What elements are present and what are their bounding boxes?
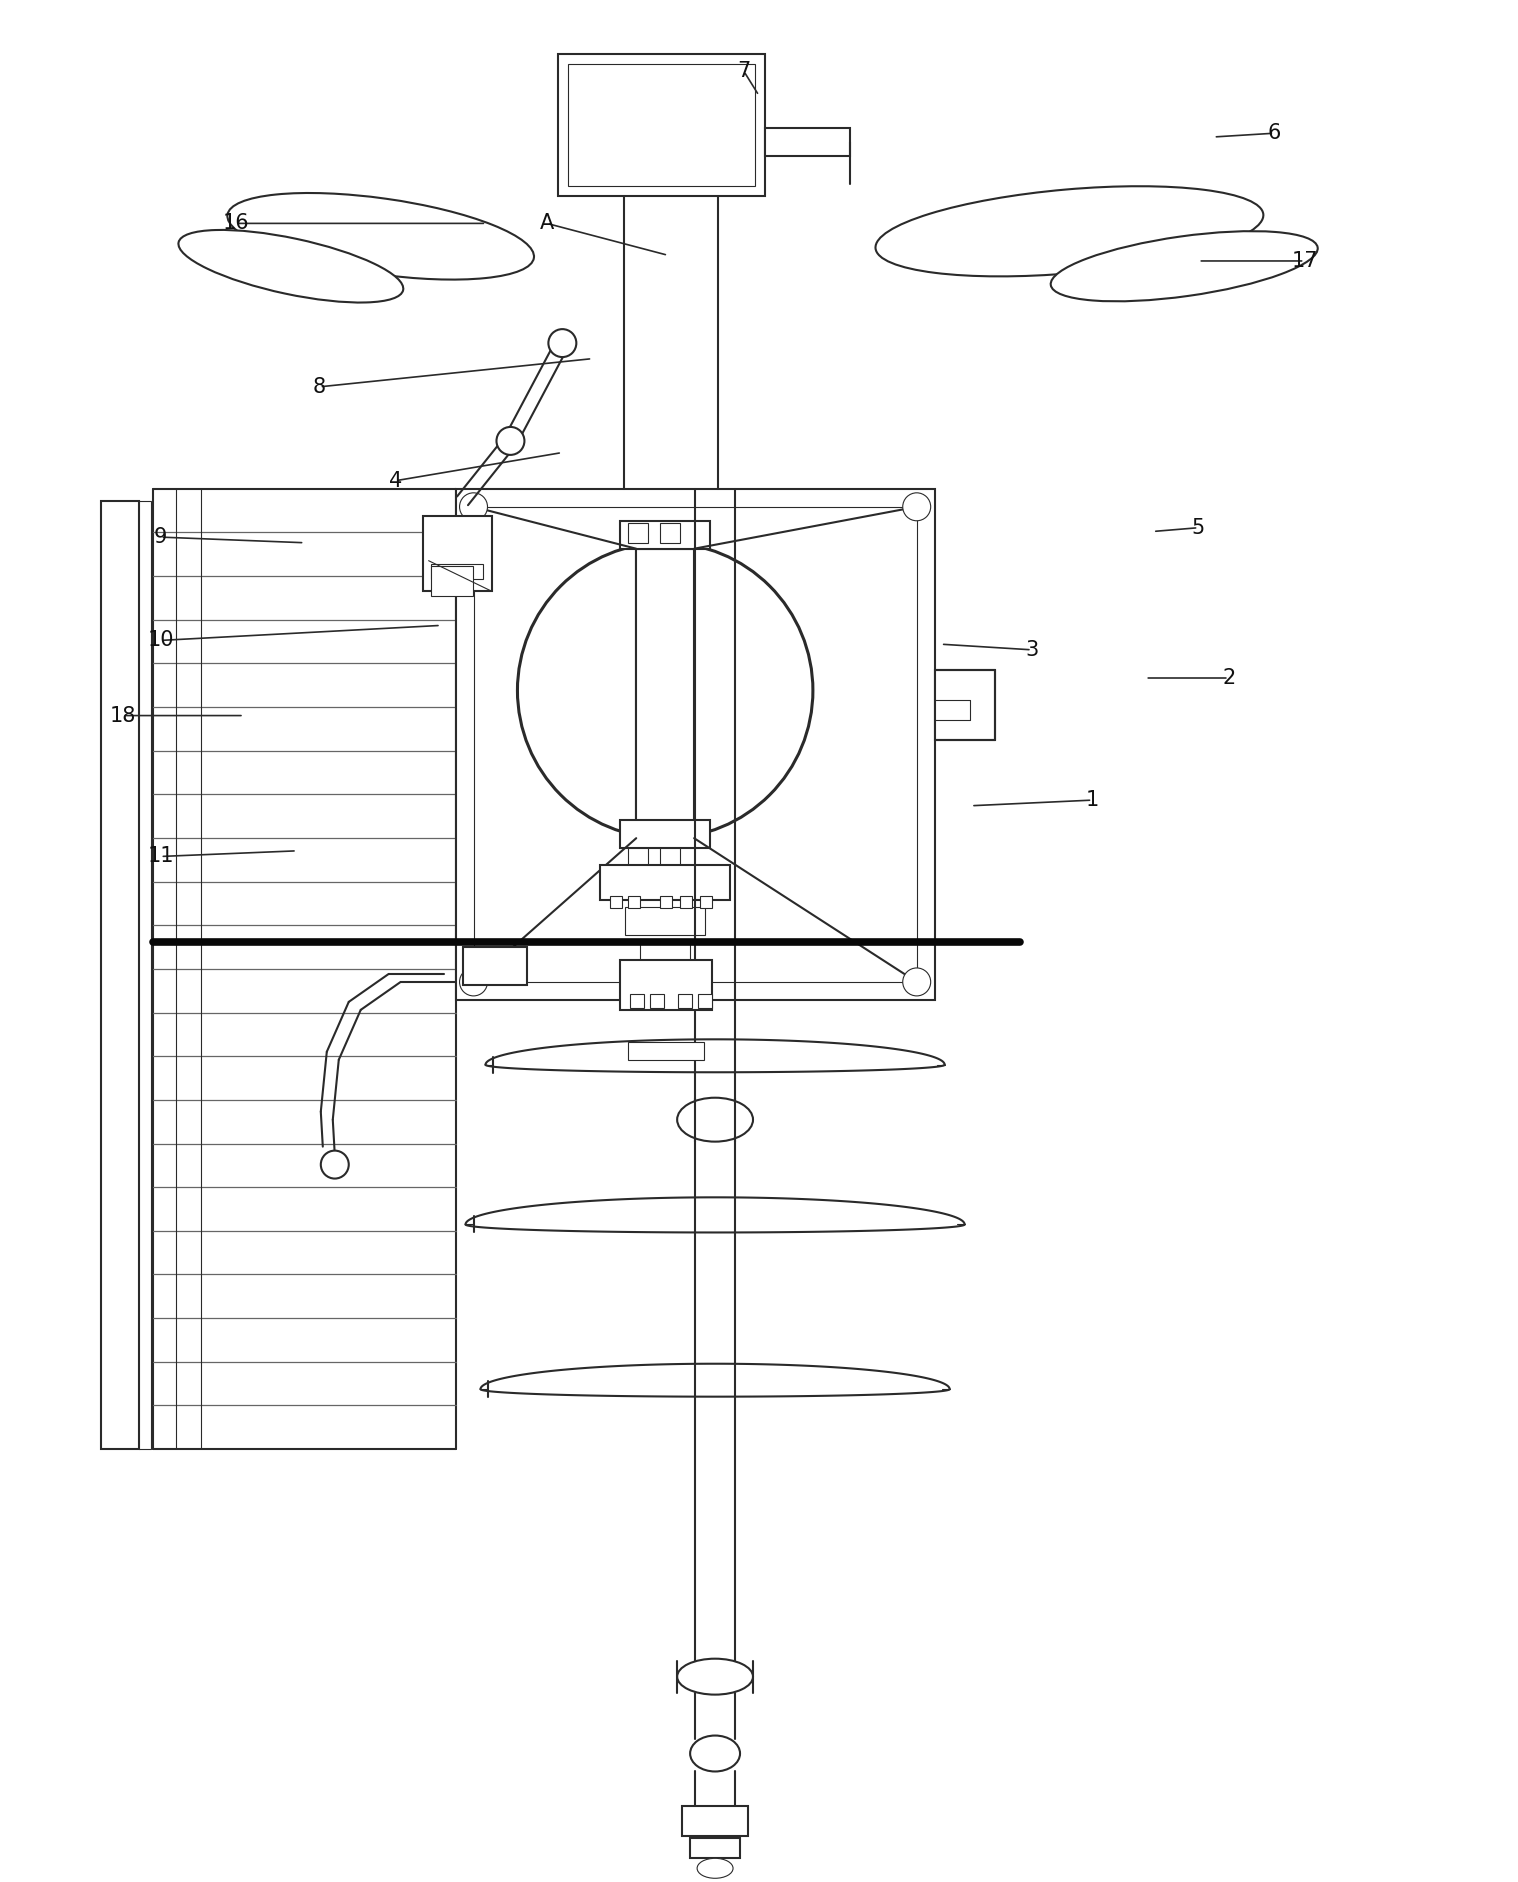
Ellipse shape [1050,231,1318,301]
Bar [660,849,680,868]
Bar [636,550,694,837]
Ellipse shape [179,230,404,303]
Bar [628,896,641,907]
Bar [625,907,704,935]
Bar [600,866,730,900]
Bar [621,821,710,849]
Text: 18: 18 [109,706,135,726]
Bar [935,670,994,740]
Bar [455,489,935,999]
Text: 4: 4 [389,470,402,491]
Bar [630,994,644,1009]
Bar [568,64,754,186]
Bar [628,1043,704,1060]
Text: 16: 16 [223,213,249,233]
Bar [621,960,712,1011]
Text: 17: 17 [1292,250,1318,271]
Ellipse shape [518,542,814,837]
Bar [474,506,917,982]
Ellipse shape [677,1097,753,1142]
Ellipse shape [460,493,487,521]
Text: 6: 6 [1268,122,1281,143]
Bar [641,943,691,964]
Bar [691,1839,741,1858]
Text: 2: 2 [1222,668,1236,689]
Bar [559,53,765,196]
Bar [765,128,850,156]
Text: A: A [540,213,554,233]
Bar [628,849,648,868]
Bar [628,523,648,542]
Ellipse shape [903,967,931,996]
Bar [621,521,710,550]
Bar [431,565,483,578]
Text: 3: 3 [1025,640,1038,661]
Bar [680,896,692,907]
Bar [102,501,140,1449]
Ellipse shape [460,967,487,996]
Ellipse shape [496,427,524,455]
Bar [700,896,712,907]
Ellipse shape [320,1150,349,1178]
Ellipse shape [876,186,1263,277]
Bar [610,896,622,907]
Bar [660,523,680,542]
Bar [140,501,152,1449]
Bar [698,994,712,1009]
Bar [431,566,472,595]
Bar [650,994,665,1009]
Ellipse shape [228,194,534,280]
Ellipse shape [903,493,931,521]
Text: 8: 8 [313,376,326,397]
Ellipse shape [548,329,577,358]
Bar [636,550,694,837]
Text: 5: 5 [1192,518,1205,538]
Text: 11: 11 [147,847,173,866]
Bar [422,516,492,591]
Bar [679,994,692,1009]
Bar [463,947,527,984]
Ellipse shape [677,1658,753,1694]
Text: 7: 7 [738,62,750,81]
Text: 1: 1 [1085,790,1099,809]
Bar [682,1807,748,1837]
Ellipse shape [691,1735,741,1771]
Ellipse shape [697,1858,733,1878]
Text: 10: 10 [147,630,173,651]
Text: 9: 9 [153,527,167,548]
Bar [660,896,672,907]
